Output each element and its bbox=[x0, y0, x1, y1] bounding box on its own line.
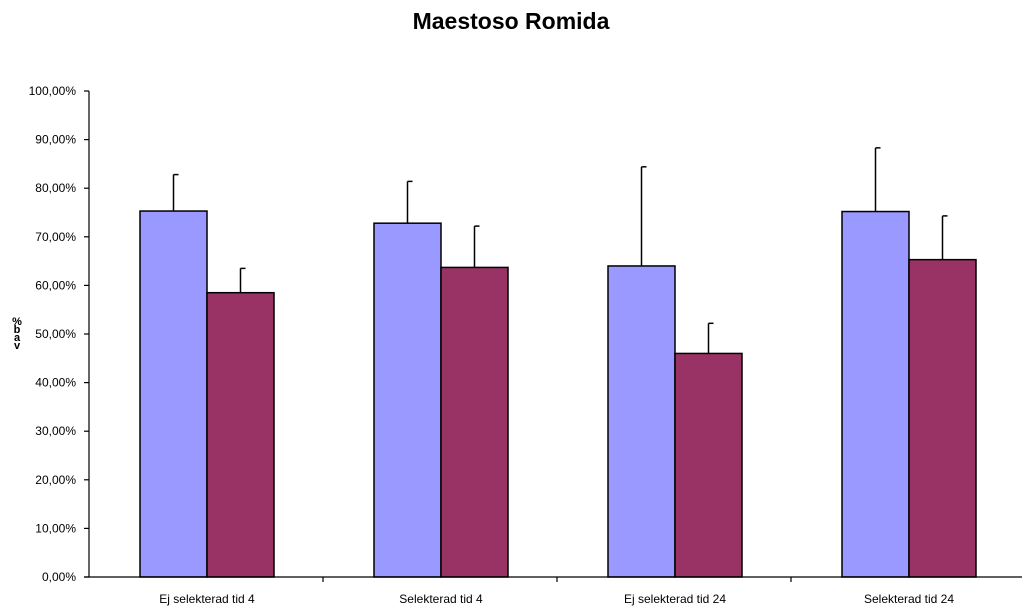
bar-4-series-1 bbox=[841, 210, 910, 578]
bar-2-series-2 bbox=[440, 266, 509, 578]
y-tick-label: 80,00% bbox=[35, 181, 76, 195]
chart-title: Maestoso Romida bbox=[413, 8, 610, 34]
bar-3-series-1 bbox=[607, 265, 676, 578]
y-tick-label: 70,00% bbox=[35, 230, 76, 244]
x-category-label: Selekterad tid 24 bbox=[864, 592, 954, 606]
bar-2-series-1 bbox=[373, 222, 442, 578]
y-tick-label: 30,00% bbox=[35, 424, 76, 438]
y-axis-label-glyph: b bbox=[14, 324, 21, 336]
y-tick-label: 50,00% bbox=[35, 327, 76, 341]
bar-3-series-2 bbox=[674, 352, 743, 578]
y-tick-label: 40,00% bbox=[35, 376, 76, 390]
axes: 0,00% 10,00% 20,00% 30,00% 40,00% 50,00% 60,00… bbox=[29, 84, 1022, 606]
plot-area bbox=[139, 147, 977, 578]
x-category-label: Selekterad tid 4 bbox=[399, 592, 483, 606]
y-axis-label: %bav bbox=[12, 316, 22, 352]
y-axis-label-glyph: v bbox=[14, 340, 21, 352]
bar-4-series-2 bbox=[908, 258, 977, 578]
bar-1-series-1 bbox=[139, 210, 208, 578]
y-tick-label: 20,00% bbox=[35, 473, 76, 487]
y-tick-label: 0,00% bbox=[42, 570, 76, 584]
y-tick-label: 100,00% bbox=[29, 84, 77, 98]
bar-1-series-2 bbox=[206, 291, 275, 578]
y-tick-label: 90,00% bbox=[35, 133, 76, 147]
y-tick-label: 60,00% bbox=[35, 278, 76, 292]
y-tick-label: 10,00% bbox=[35, 521, 76, 535]
x-category-label: Ej selekterad tid 4 bbox=[159, 592, 255, 606]
x-category-label: Ej selekterad tid 24 bbox=[624, 592, 726, 606]
y-axis-label-glyph: a bbox=[14, 332, 21, 344]
y-axis-label-glyph: % bbox=[12, 316, 22, 328]
